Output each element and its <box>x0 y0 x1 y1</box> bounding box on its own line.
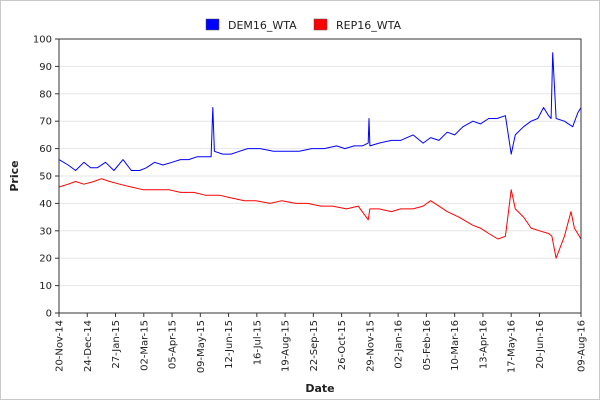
x-tick-label: 20-Nov-14 <box>55 320 66 372</box>
y-tick-label: 10 <box>39 281 52 292</box>
legend-swatch <box>313 18 328 31</box>
x-tick-label: 13-Apr-16 <box>478 320 489 369</box>
legend-label: DEM16_WTA <box>228 19 297 32</box>
series-layer <box>58 52 582 259</box>
y-tick-label: 100 <box>33 35 52 46</box>
x-tick-label: 09-May-15 <box>196 320 207 373</box>
y-tick-label: 40 <box>39 199 52 210</box>
x-tick-label: 19-Aug-15 <box>281 320 292 372</box>
x-axis-title: Date <box>305 382 334 395</box>
x-tick-label: 05-Apr-15 <box>168 320 179 369</box>
x-tick-label: 12-Jun-15 <box>224 320 235 369</box>
y-tick-label: 90 <box>39 62 52 73</box>
y-tick-label: 70 <box>39 117 52 128</box>
y-axis-title: Price <box>8 160 21 191</box>
x-tick-label: 26-Oct-15 <box>337 320 348 370</box>
x-tick-label: 27-Jan-15 <box>111 320 122 369</box>
x-tick-label: 10-Mar-16 <box>450 320 461 371</box>
legend-label: REP16_WTA <box>336 19 401 32</box>
legend-swatch <box>205 18 220 31</box>
x-tick-label: 05-Feb-16 <box>422 320 433 370</box>
x-tick-label: 02-Jan-16 <box>394 320 405 369</box>
x-tick-label: 20-Jun-16 <box>535 320 546 369</box>
x-tick-label: 09-Aug-16 <box>577 320 588 372</box>
y-axis-ticks: 0 10 20 30 40 50 60 70 80 90 100 <box>33 35 59 320</box>
gridlines <box>59 65 581 287</box>
y-tick-label: 80 <box>39 89 52 100</box>
x-tick-label: 02-Mar-15 <box>139 320 150 371</box>
x-tick-label: 24-Dec-14 <box>83 320 94 372</box>
legend: DEM16_WTA REP16_WTA <box>205 18 401 32</box>
x-axis-ticks: 20-Nov-14 24-Dec-14 27-Jan-15 02-Mar-15 05-A… <box>55 313 588 373</box>
x-tick-label: 22-Sep-15 <box>309 320 320 372</box>
y-tick-label: 30 <box>39 226 52 237</box>
y-tick-label: 0 <box>46 309 52 320</box>
series-line-rep16_wta <box>58 178 582 259</box>
y-tick-label: 60 <box>39 144 52 155</box>
y-tick-label: 20 <box>39 254 52 265</box>
series-line-dem16_wta <box>58 52 582 171</box>
x-tick-label: 16-Jul-15 <box>252 320 263 365</box>
y-tick-label: 50 <box>39 172 52 183</box>
x-tick-label: 17-May-16 <box>507 320 518 373</box>
x-tick-label: 29-Nov-15 <box>365 320 376 372</box>
